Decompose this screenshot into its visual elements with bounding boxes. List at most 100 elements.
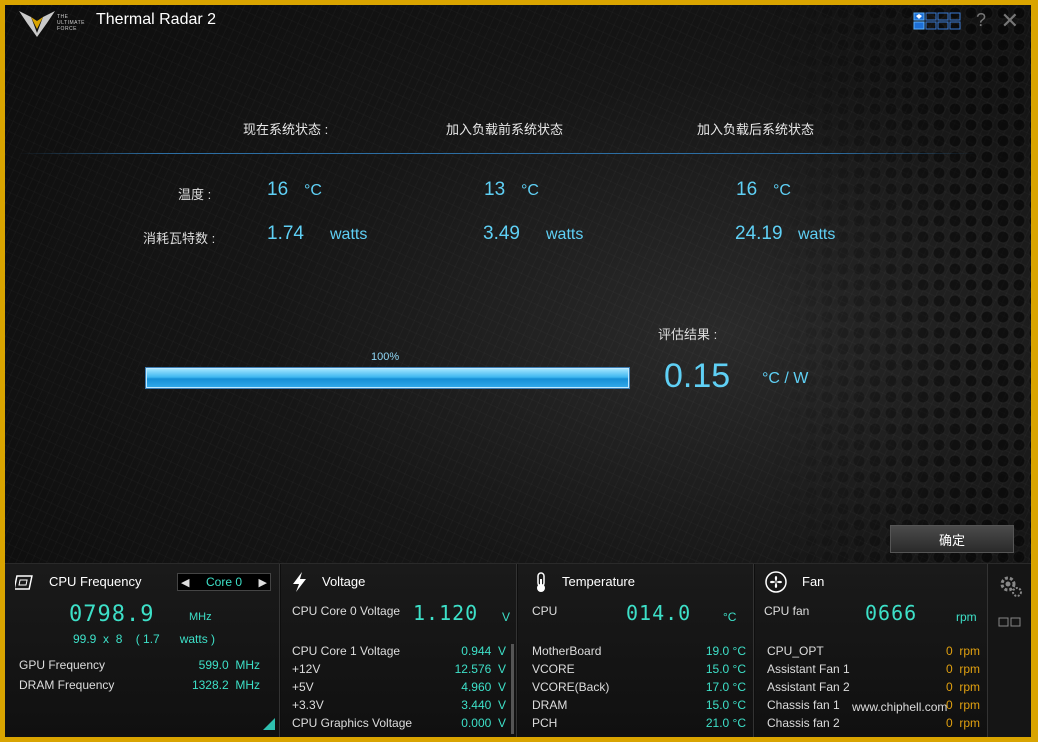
voltage-row-label: CPU Core 1 Voltage bbox=[292, 644, 401, 658]
fan-row-label: CPU_OPT bbox=[767, 644, 824, 658]
fan-row-label: Assistant Fan 2 bbox=[767, 680, 850, 694]
gpu-frequency-value: 599.0 MHz bbox=[198, 658, 260, 672]
voltage-row-value: 0.944 V bbox=[461, 644, 506, 658]
temperature-title: Temperature bbox=[562, 574, 635, 589]
fan-title: Fan bbox=[802, 574, 825, 589]
voltage-row-label: +3.3V bbox=[292, 698, 324, 712]
dram-frequency-label: DRAM Frequency bbox=[19, 678, 115, 692]
temperature-panel[interactable]: Temperature CPU 014.0 °C MotherBoard 19.0… bbox=[518, 564, 754, 737]
temperature-row-label: VCORE(Back) bbox=[532, 680, 610, 694]
core-prev-icon[interactable]: ◀ bbox=[181, 577, 190, 589]
cpu-multiplier: 99.9 x 8 ( 1.7 watts ) bbox=[73, 632, 216, 646]
tuf-logo-icon bbox=[19, 11, 55, 37]
voltage-scrollbar[interactable] bbox=[511, 644, 514, 734]
title-bar[interactable]: THE ULTIMATE FORCE Thermal Radar 2 ? ✕ bbox=[5, 5, 1031, 41]
column-after-load: 加入负载后系统状态 bbox=[697, 122, 815, 137]
voltage-row-value: 4.960 V bbox=[461, 680, 506, 694]
voltage-main-value: 1.120 bbox=[413, 601, 479, 625]
help-icon[interactable]: ? bbox=[975, 10, 986, 30]
fan-row-value: 0 rpm bbox=[945, 680, 980, 694]
voltage-row-label: CPU Graphics Voltage bbox=[292, 716, 413, 730]
result-value: 0.15 bbox=[664, 357, 731, 395]
temperature-label: 温度 : bbox=[178, 187, 212, 202]
power-after-unit: watts bbox=[798, 226, 836, 243]
fan-row-label: Chassis fan 2 bbox=[767, 716, 840, 730]
voltage-main-label: CPU Core 0 Voltage bbox=[292, 604, 401, 618]
temperature-row-label: DRAM bbox=[532, 698, 568, 712]
temperature-row-label: MotherBoard bbox=[532, 644, 602, 658]
dram-frequency-value: 1328.2 MHz bbox=[191, 678, 260, 692]
voltage-panel[interactable]: Voltage CPU Core 0 Voltage 1.120 V CPU C… bbox=[281, 564, 517, 737]
core-selector-value: Core 0 bbox=[205, 575, 243, 589]
voltage-main-unit: V bbox=[502, 610, 511, 624]
cpu-frequency-panel[interactable]: CPU Frequency ◀ Core 0 ▶ 0798.9 MHz 99.9… bbox=[5, 564, 280, 737]
voltage-row-value: 12.576 V bbox=[454, 662, 506, 676]
side-toolbar bbox=[988, 564, 1031, 737]
temp-after-unit: °C bbox=[773, 182, 791, 199]
power-label: 消耗瓦特数 : bbox=[143, 231, 216, 246]
power-current-unit: watts bbox=[330, 226, 368, 243]
temperature-row-value: 15.0 °C bbox=[705, 662, 746, 676]
temperature-row-value: 17.0 °C bbox=[705, 680, 746, 694]
temperature-row-value: 19.0 °C bbox=[705, 644, 746, 658]
header-divider bbox=[17, 153, 977, 154]
progress-percent: 100% bbox=[371, 351, 400, 363]
power-current-value: 1.74 bbox=[267, 223, 304, 244]
lightning-icon bbox=[293, 572, 306, 592]
fan-row-label: Assistant Fan 1 bbox=[767, 662, 850, 676]
result-unit: °C / W bbox=[762, 370, 809, 387]
temperature-row-value: 21.0 °C bbox=[705, 716, 746, 730]
voltage-title: Voltage bbox=[322, 574, 366, 589]
app-window: THE ULTIMATE FORCE Thermal Radar 2 ? ✕ 现在系… bbox=[5, 5, 1031, 737]
core-next-icon[interactable]: ▶ bbox=[258, 577, 267, 589]
cpu-frequency-value: 0798.9 bbox=[69, 602, 155, 627]
hardware-monitor: CPU Frequency ◀ Core 0 ▶ 0798.9 MHz 99.9… bbox=[5, 563, 1031, 737]
column-current: 现在系统状态 : bbox=[243, 122, 329, 137]
expand-corner-icon[interactable] bbox=[263, 718, 275, 730]
temp-current-value: 16 bbox=[267, 179, 289, 200]
fan-icon bbox=[765, 571, 787, 593]
layout-grid-icon[interactable] bbox=[913, 12, 961, 30]
column-before-load: 加入负载前系统状态 bbox=[446, 122, 564, 137]
voltage-row-label: +12V bbox=[292, 662, 321, 676]
fan-row-value: 0 rpm bbox=[945, 698, 980, 712]
fan-main-value: 0666 bbox=[865, 601, 918, 625]
power-after-value: 24.19 bbox=[735, 223, 783, 244]
fan-panel[interactable]: Fan CPU fan 0666 rpm CPU_OPT 0 rpm Assista… bbox=[755, 564, 988, 737]
temperature-row-label: VCORE bbox=[532, 662, 575, 676]
temperature-main-value: 014.0 bbox=[626, 601, 692, 625]
fan-row-value: 0 rpm bbox=[945, 716, 980, 730]
progress-bar bbox=[145, 367, 630, 389]
power-before-value: 3.49 bbox=[483, 223, 520, 244]
gear-icon[interactable] bbox=[998, 574, 1024, 600]
fan-row-label: Chassis fan 1 bbox=[767, 698, 840, 712]
fan-main-unit: rpm bbox=[956, 610, 977, 624]
temp-before-unit: °C bbox=[521, 182, 539, 199]
app-title: Thermal Radar 2 bbox=[96, 11, 217, 28]
cpu-frequency-unit: MHz bbox=[189, 611, 212, 623]
temperature-row-label: PCH bbox=[532, 716, 558, 730]
ok-button[interactable]: 确定 bbox=[890, 525, 1014, 553]
window-icon[interactable] bbox=[998, 616, 1022, 628]
voltage-row-label: +5V bbox=[292, 680, 314, 694]
temperature-main-label: CPU bbox=[532, 604, 558, 618]
fan-row-value: 0 rpm bbox=[945, 644, 980, 658]
cpu-frequency-title: CPU Frequency bbox=[49, 574, 142, 589]
temperature-main-unit: °C bbox=[723, 610, 737, 624]
voltage-row-value: 3.440 V bbox=[461, 698, 506, 712]
result-label: 评估结果 : bbox=[658, 327, 718, 342]
core-selector[interactable]: ◀ Core 0 ▶ bbox=[177, 573, 271, 591]
temp-after-value: 16 bbox=[736, 179, 758, 200]
fan-main-label: CPU fan bbox=[764, 604, 810, 618]
progress-fill bbox=[146, 368, 629, 388]
power-before-unit: watts bbox=[546, 226, 584, 243]
fan-row-value: 0 rpm bbox=[945, 662, 980, 676]
close-icon[interactable]: ✕ bbox=[1000, 8, 1019, 33]
logo-caption: THE ULTIMATE FORCE bbox=[57, 14, 85, 32]
cpu-chip-icon bbox=[15, 575, 33, 590]
temp-before-value: 13 bbox=[484, 179, 506, 200]
thermometer-icon bbox=[537, 572, 545, 592]
temp-current-unit: °C bbox=[304, 182, 322, 199]
watermark-url: www.chiphell.com bbox=[852, 700, 948, 714]
gpu-frequency-label: GPU Frequency bbox=[19, 658, 106, 672]
